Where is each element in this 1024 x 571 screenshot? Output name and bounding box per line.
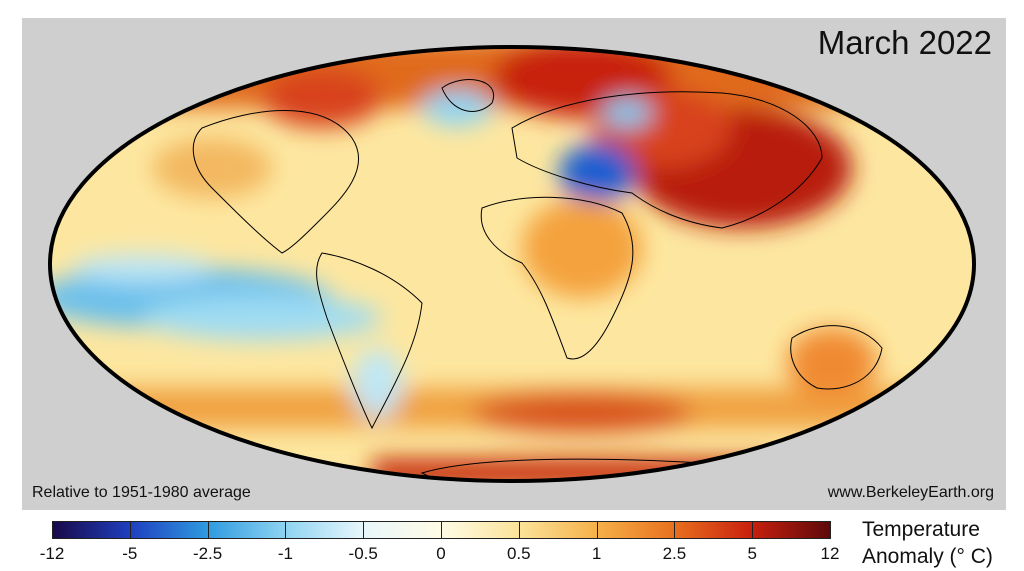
colorbar-tick-label: 0.5 <box>506 544 531 563</box>
colorbar-tick-mark <box>830 521 831 539</box>
colorbar-label: Temperature Anomaly (° C) <box>862 516 993 570</box>
colorbar-tick-label: -0.5 <box>348 544 378 563</box>
colorbar-label-line2: Anomaly (° C) <box>862 545 993 568</box>
colorbar-label-line1: Temperature <box>862 518 980 541</box>
colorbar-tick-label: 2.5 <box>662 544 687 563</box>
colorbar-tick-mark <box>518 521 520 539</box>
colorbar-tick-mark <box>674 521 676 539</box>
colorbar-tick-mark <box>52 521 53 539</box>
colorbar-tick-label: 1 <box>591 544 602 563</box>
colorbar-tick-label: -12 <box>39 544 65 563</box>
temperature-anomaly-map <box>48 45 976 483</box>
page-title: March 2022 <box>817 24 992 61</box>
colorbar-tick-mark <box>752 521 754 539</box>
colorbar-tick-label: -2.5 <box>192 544 223 563</box>
colorbar-tick-label: 12 <box>820 544 840 563</box>
colorbar-tick-mark <box>596 521 598 539</box>
map-panel: March 2022 Relative to 1951-1980 average… <box>22 18 1006 510</box>
colorbar-tick-mark <box>285 521 287 539</box>
colorbar-tick-mark <box>441 521 442 539</box>
anomaly-field <box>50 47 974 481</box>
colorbar-tick-mark <box>129 521 131 539</box>
colorbar-tick-label: 0 <box>436 544 446 563</box>
baseline-note: Relative to 1951-1980 average <box>32 484 251 501</box>
colorbar-tick-label: -1 <box>277 544 293 563</box>
colorbar-tick-mark <box>207 521 209 539</box>
colorbar-tick-label: 5 <box>747 544 757 563</box>
map-border <box>48 45 976 483</box>
source-link[interactable]: www.BerkeleyEarth.org <box>827 484 994 501</box>
colorbar-tick-label: -5 <box>122 544 138 563</box>
colorbar-tick-mark <box>363 521 365 539</box>
